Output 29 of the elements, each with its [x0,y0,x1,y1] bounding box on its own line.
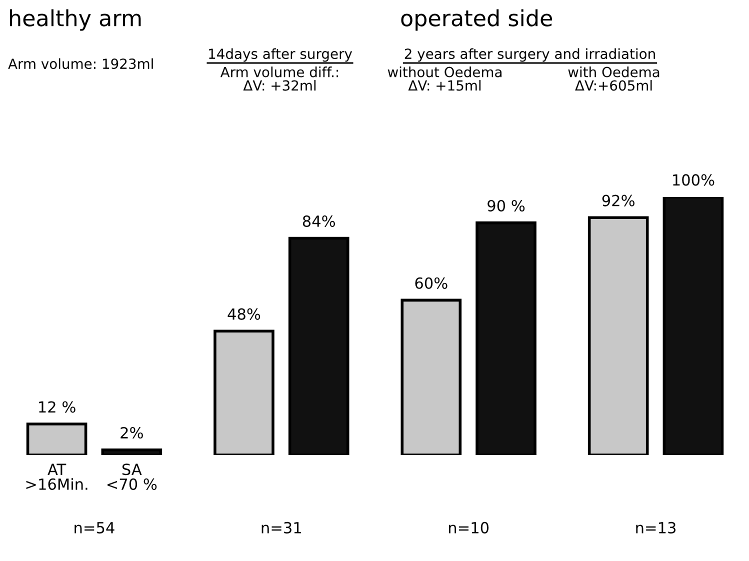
x-tick-label: n=13 [636,522,676,534]
data-label: 2% [120,426,143,439]
data-label: 12 % [39,401,76,413]
text: Arm volume diff.: ΔV: +32ml [220,66,338,91]
bar [588,216,649,455]
bar [476,221,536,455]
text: Arm volume: 1923ml [8,58,153,70]
data-label: 100% [673,174,714,186]
x-tick-label: n=31 [262,522,301,534]
text: 14days after surgery [209,48,352,62]
bar [288,236,350,455]
data-label: 92% [602,194,634,206]
text: 2 years after surgery and irradiation [404,48,655,62]
data-label: 60% [415,277,448,289]
bar [26,422,88,455]
x-tick-label: n=54 [74,522,114,534]
series-label: AT >16Min. [26,464,88,490]
data-label: 48% [228,308,260,320]
text: without Oedema ΔV: +15ml [388,66,502,91]
bar [214,330,274,455]
x-tick-label: n=10 [449,522,489,534]
text: healthy arm [10,9,141,31]
text: operated side [401,9,552,31]
series-label: SA <70 % [107,464,157,490]
text: with Oedema ΔV:+605ml [568,66,660,91]
data-label: 84% [302,215,335,227]
bar [400,298,462,455]
data-label: 90 % [488,200,525,212]
bar [101,448,162,455]
